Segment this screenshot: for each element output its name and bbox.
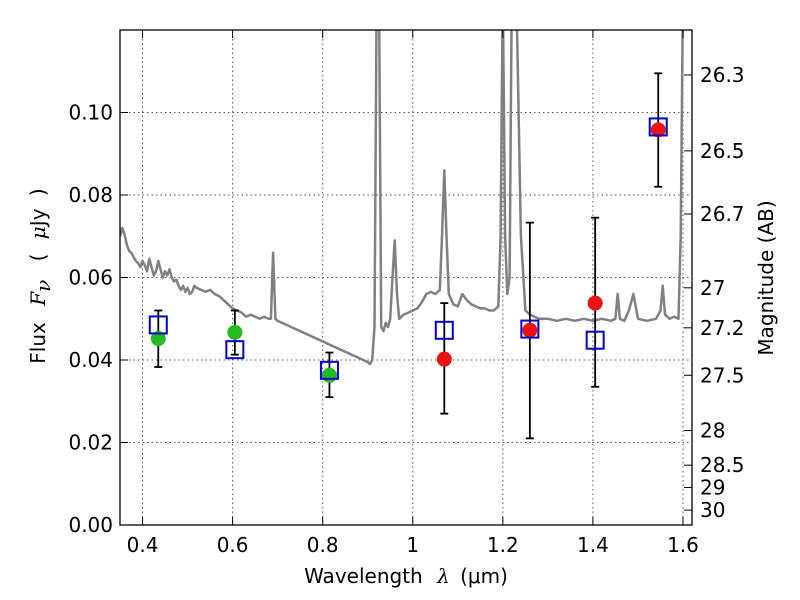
y-axis-title-symbol: F xyxy=(26,291,50,307)
y-axis-title-close-paren: ) xyxy=(26,188,50,196)
spectrum-series xyxy=(120,30,684,366)
observed-point xyxy=(587,295,603,311)
y2-tick-label: 26.3 xyxy=(700,63,745,87)
observed-points xyxy=(150,122,666,383)
y2-tick-label: 27.2 xyxy=(700,316,745,340)
axis-ticks: 0.4 0.6 0.8 1 1.2 1.4 1.6 0.00 0.02 0.04 0.06 0.08 0… xyxy=(68,30,745,557)
x-axis-title-symbol: λ xyxy=(436,564,450,588)
x-tick-label: 0.4 xyxy=(127,533,159,557)
y2-tick-label: 30 xyxy=(700,498,725,522)
x-tick-label: 0.6 xyxy=(217,533,249,557)
model-point xyxy=(648,117,668,137)
y-axis-title-text: Flux xyxy=(26,322,50,364)
x-tick-label: 1.6 xyxy=(667,533,699,557)
observed-point xyxy=(150,331,166,347)
y-axis-title-mu: μ xyxy=(26,226,50,239)
y-tick-label: 0.04 xyxy=(68,348,113,372)
y2-tick-label: 27.5 xyxy=(700,363,745,387)
x-tick-label: 1.2 xyxy=(487,533,519,557)
model-point xyxy=(225,340,245,360)
x-tick-label: 0.8 xyxy=(307,533,339,557)
x-axis-title: Wavelength λ (μm) xyxy=(304,564,508,588)
y-tick-label: 0.08 xyxy=(68,183,113,207)
x-tick-label: 1 xyxy=(406,533,419,557)
observed-point xyxy=(650,122,666,138)
y-axis-title-subscript: ν xyxy=(31,280,55,292)
x-axis-title-text: Wavelength xyxy=(304,564,423,588)
y-tick-label: 0.02 xyxy=(68,431,113,455)
y2-tick-label: 27 xyxy=(700,276,725,300)
y2-tick-label: 26.7 xyxy=(700,202,745,226)
y2-tick-label: 28.5 xyxy=(700,453,745,477)
y-tick-label: 0.06 xyxy=(68,266,113,290)
y-tick-label: 0.10 xyxy=(68,101,113,125)
observed-point xyxy=(436,351,452,367)
errorbar-series xyxy=(154,72,663,440)
y2-tick-label: 28 xyxy=(700,419,725,443)
y2-tick-label: 26.5 xyxy=(700,139,745,163)
model-point xyxy=(520,319,540,339)
y2-tick-label: 29 xyxy=(700,475,725,499)
observed-point xyxy=(227,324,243,340)
y-axis-title-open-paren: ( xyxy=(26,254,50,262)
y-axis-title: Flux Fν ( μJy ) xyxy=(26,188,55,363)
y2-axis-title: Magnitude (AB) xyxy=(754,200,778,355)
y-axis-title-unit: Jy xyxy=(26,208,50,228)
y-tick-label: 0.00 xyxy=(68,513,113,537)
spectrum-line xyxy=(120,30,684,366)
model-point xyxy=(434,320,454,340)
model-point xyxy=(319,360,339,380)
x-tick-label: 1.4 xyxy=(577,533,609,557)
model-point xyxy=(148,315,168,335)
model-points xyxy=(148,117,668,380)
model-point xyxy=(585,330,605,350)
x-axis-title-unit: (μm) xyxy=(460,564,508,588)
grid-lines xyxy=(120,30,692,526)
observed-point xyxy=(321,367,337,383)
observed-point xyxy=(522,322,538,338)
